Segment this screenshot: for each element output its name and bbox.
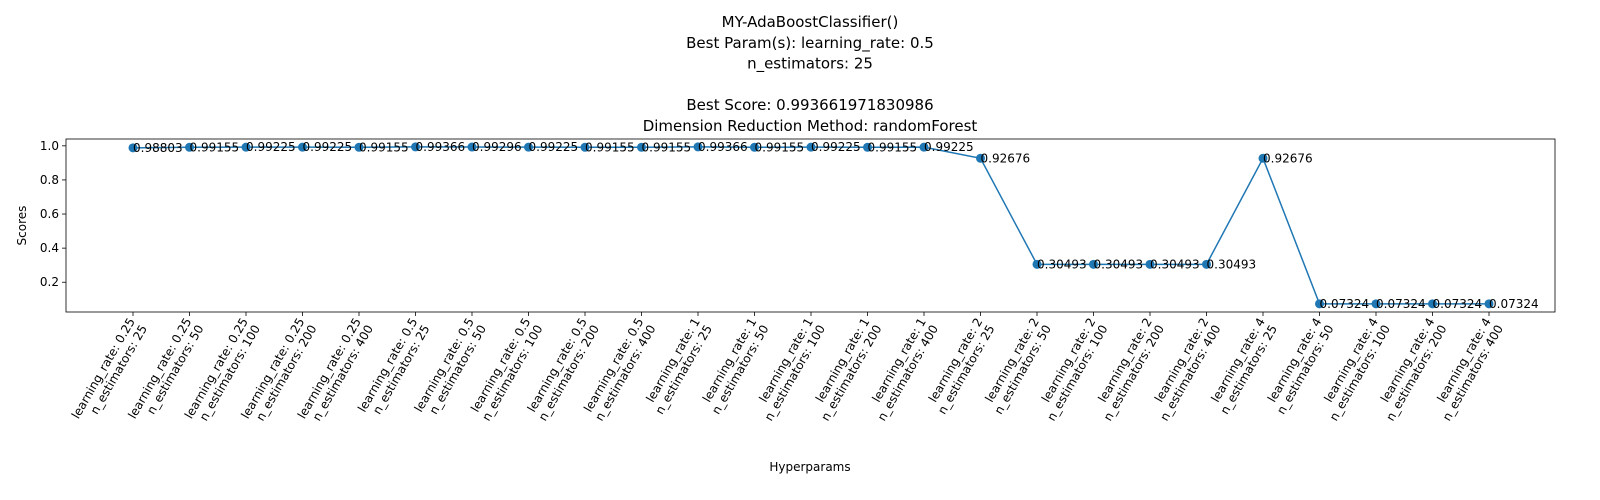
data-point bbox=[298, 142, 307, 152]
data-point bbox=[693, 142, 703, 152]
data-label: 0.99225 bbox=[529, 140, 579, 154]
data-label: 0.30493 bbox=[1037, 257, 1087, 271]
data-point bbox=[1428, 299, 1437, 309]
data-point bbox=[1089, 259, 1098, 269]
data-point bbox=[241, 142, 251, 152]
data-label: 0.99155 bbox=[755, 140, 805, 154]
y-axis: 0.2 0.4 0.6 0.8 1.0 bbox=[40, 139, 66, 289]
data-point bbox=[580, 142, 590, 152]
data-point bbox=[411, 142, 420, 152]
data-point bbox=[1258, 153, 1268, 163]
data-point bbox=[185, 142, 194, 152]
data-point bbox=[637, 142, 646, 152]
data-point bbox=[806, 142, 816, 152]
data-point bbox=[1032, 259, 1042, 269]
data-point bbox=[750, 142, 759, 152]
y-tick-label: 0.2 bbox=[40, 275, 59, 289]
series-scores bbox=[128, 142, 1494, 309]
data-point bbox=[863, 142, 872, 152]
data-point bbox=[354, 142, 364, 152]
data-label: 0.99225 bbox=[303, 140, 353, 154]
title-line: Best Score: 0.993661971830986 bbox=[686, 96, 933, 114]
title-line: Best Param(s): learning_rate: 0.5 bbox=[686, 34, 934, 53]
y-tick-label: 0.8 bbox=[40, 173, 59, 187]
data-label: 0.07324 bbox=[1489, 297, 1539, 311]
data-point bbox=[467, 142, 477, 152]
data-label: 0.30493 bbox=[1150, 257, 1200, 271]
data-point bbox=[976, 153, 985, 163]
title-line: Dimension Reduction Method: randomForest bbox=[643, 117, 978, 135]
y-tick-label: 0.6 bbox=[40, 207, 59, 221]
data-label: 0.98803 bbox=[133, 141, 183, 155]
data-label: 0.99225 bbox=[811, 140, 861, 154]
y-tick-label: 1.0 bbox=[40, 139, 59, 153]
data-point bbox=[1315, 299, 1324, 309]
data-point bbox=[1202, 259, 1211, 269]
data-point bbox=[1371, 299, 1381, 309]
data-label: 0.07324 bbox=[1376, 297, 1426, 311]
data-label: 0.99155 bbox=[190, 140, 240, 154]
data-point bbox=[128, 143, 138, 153]
data-label: 0.99155 bbox=[359, 140, 409, 154]
data-label: 0.30493 bbox=[1207, 257, 1257, 271]
data-label: 0.99366 bbox=[416, 140, 466, 154]
x-axis-label: Hyperparams bbox=[769, 460, 850, 474]
data-point bbox=[524, 142, 533, 152]
title-line: MY-AdaBoostClassifier() bbox=[722, 13, 899, 31]
data-label: 0.99155 bbox=[642, 140, 692, 154]
data-label: 0.99225 bbox=[924, 140, 974, 154]
data-label: 0.07324 bbox=[1433, 297, 1483, 311]
y-tick-label: 0.4 bbox=[40, 241, 59, 255]
data-label: 0.30493 bbox=[1094, 257, 1144, 271]
plot-area bbox=[65, 138, 1556, 313]
data-label: 0.99366 bbox=[698, 140, 748, 154]
y-axis-label: Scores bbox=[15, 206, 29, 246]
data-label: 0.99155 bbox=[868, 140, 918, 154]
title-line: n_estimators: 25 bbox=[747, 55, 873, 74]
data-label: 0.99296 bbox=[472, 140, 522, 154]
data-labels: 0.98803 0.99155 0.99225 0.99225 0.99155 0.993… bbox=[133, 140, 1539, 311]
data-label: 0.99155 bbox=[585, 140, 635, 154]
data-label: 0.92676 bbox=[1263, 151, 1313, 165]
data-label: 0.99225 bbox=[246, 140, 296, 154]
data-point bbox=[1484, 299, 1494, 309]
data-point bbox=[919, 142, 929, 152]
data-label: 0.92676 bbox=[981, 151, 1031, 165]
data-point bbox=[1145, 259, 1155, 269]
chart-title: MY-AdaBoostClassifier() Best Param(s): le… bbox=[643, 13, 978, 135]
data-label: 0.07324 bbox=[1320, 297, 1370, 311]
